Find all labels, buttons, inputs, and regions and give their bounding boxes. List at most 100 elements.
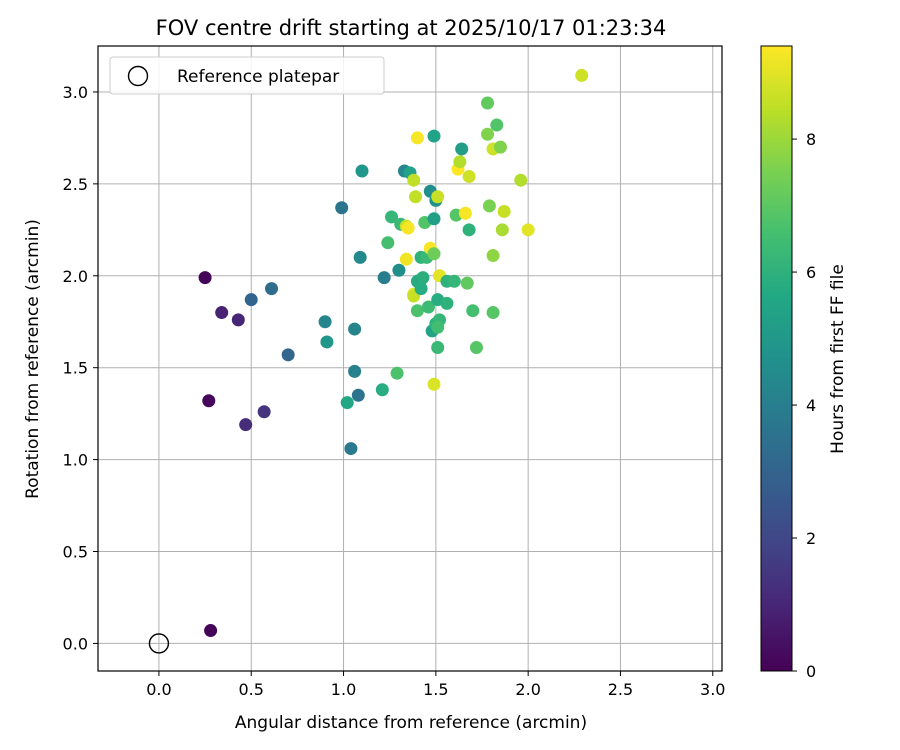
scatter-point xyxy=(377,271,391,285)
y-tick-label: 2.0 xyxy=(63,267,88,286)
scatter-point xyxy=(521,223,535,237)
colorbar: 0 2 4 6 8 Hours from first FF file xyxy=(760,45,848,681)
scatter-point xyxy=(427,377,441,391)
grid-lines xyxy=(98,46,722,671)
scatter-point xyxy=(486,249,500,263)
scatter-point xyxy=(399,252,413,266)
scatter-point xyxy=(447,274,461,288)
scatter-point xyxy=(381,236,395,250)
scatter-point xyxy=(453,155,467,169)
y-axis-label: Rotation from reference (arcmin) xyxy=(23,219,43,499)
scatter-point xyxy=(244,293,258,307)
scatter-point xyxy=(351,388,365,402)
scatter-point xyxy=(431,340,445,354)
colorbar-label: Hours from first FF file xyxy=(828,264,848,454)
colorbar-tick-label: 8 xyxy=(806,130,816,149)
x-axis-ticks: 0.0 0.5 1.0 1.5 2.0 2.5 3.0 xyxy=(146,671,725,699)
y-tick-label: 0.5 xyxy=(63,543,88,562)
scatter-point xyxy=(198,271,212,285)
scatter-point xyxy=(416,271,430,285)
scatter-point xyxy=(320,335,334,349)
y-tick-label: 1.5 xyxy=(63,359,88,378)
colorbar-tick-label: 2 xyxy=(806,529,816,548)
scatter-point xyxy=(410,304,424,318)
scatter-point xyxy=(440,296,454,310)
data-points xyxy=(198,68,589,638)
scatter-point xyxy=(431,320,445,334)
scatter-point xyxy=(482,199,496,213)
chart-title: FOV centre drift starting at 2025/10/17 … xyxy=(156,16,667,40)
legend-entry: Reference platepar xyxy=(177,67,339,87)
plot-frame xyxy=(97,45,723,672)
scatter-point xyxy=(335,201,349,215)
x-tick-label: 2.0 xyxy=(515,680,540,699)
scatter-point xyxy=(204,624,218,638)
scatter-point xyxy=(239,418,253,432)
scatter-point xyxy=(497,204,511,218)
scatter-point xyxy=(318,315,332,329)
scatter-point xyxy=(375,383,389,397)
scatter-point xyxy=(458,206,472,220)
legend: Reference platepar xyxy=(109,56,385,95)
scatter-point xyxy=(410,131,424,145)
scatter-point xyxy=(355,164,369,178)
x-tick-label: 1.5 xyxy=(423,680,448,699)
scatter-point xyxy=(353,250,367,264)
scatter-point xyxy=(340,396,354,410)
scatter-point xyxy=(493,140,507,154)
scatter-point xyxy=(409,190,423,204)
scatter-point xyxy=(469,340,483,354)
x-tick-label: 0.5 xyxy=(239,680,264,699)
colorbar-tick-label: 4 xyxy=(806,396,816,415)
scatter-point xyxy=(215,306,229,320)
scatter-point xyxy=(466,304,480,318)
scatter-point xyxy=(390,366,404,380)
scatter-point xyxy=(414,282,428,296)
x-tick-label: 3.0 xyxy=(700,680,725,699)
x-tick-label: 1.0 xyxy=(331,680,356,699)
colorbar-ticks: 0 2 4 6 8 xyxy=(792,130,816,681)
scatter-point xyxy=(431,190,445,204)
y-tick-label: 0.0 xyxy=(63,634,88,653)
scatter-point xyxy=(486,306,500,320)
x-axis-label: Angular distance from reference (arcmin) xyxy=(235,713,587,733)
legend-box xyxy=(109,56,385,95)
reference-marker-layer xyxy=(148,633,170,654)
scatter-point xyxy=(427,247,441,261)
scatter-point xyxy=(421,300,435,314)
reference-platepar-marker xyxy=(148,633,170,654)
scatter-point xyxy=(401,221,415,235)
scatter-point xyxy=(348,364,362,378)
scatter-point xyxy=(481,127,495,141)
scatter-point xyxy=(462,223,476,237)
scatter-point xyxy=(514,173,528,187)
scatter-point xyxy=(392,263,406,277)
scatter-point xyxy=(575,68,589,82)
colorbar-gradient xyxy=(760,45,793,672)
scatter-point xyxy=(460,276,474,290)
scatter-point xyxy=(231,313,245,327)
scatter-point xyxy=(490,118,504,132)
legend-circle-icon xyxy=(127,65,149,87)
scatter-point xyxy=(407,173,421,187)
scatter-point xyxy=(202,394,216,408)
scatter-point xyxy=(265,282,279,296)
y-tick-label: 1.0 xyxy=(63,451,88,470)
scatter-point xyxy=(344,442,358,456)
scatter-point xyxy=(495,223,509,237)
colorbar-tick-label: 0 xyxy=(806,662,816,681)
y-tick-label: 2.5 xyxy=(63,175,88,194)
scatter-point xyxy=(427,212,441,226)
scatter-point xyxy=(281,348,295,362)
scatter-point xyxy=(348,322,362,336)
scatter-point xyxy=(385,210,399,224)
scatter-point xyxy=(257,405,271,419)
x-tick-label: 0.0 xyxy=(146,680,171,699)
scatter-point xyxy=(455,142,469,156)
colorbar-tick-label: 6 xyxy=(806,263,816,282)
scatter-point xyxy=(481,96,495,110)
y-axis-ticks: 0.0 0.5 1.0 1.5 2.0 2.5 3.0 xyxy=(63,83,98,653)
x-tick-label: 2.5 xyxy=(608,680,633,699)
scatter-point xyxy=(427,129,441,143)
